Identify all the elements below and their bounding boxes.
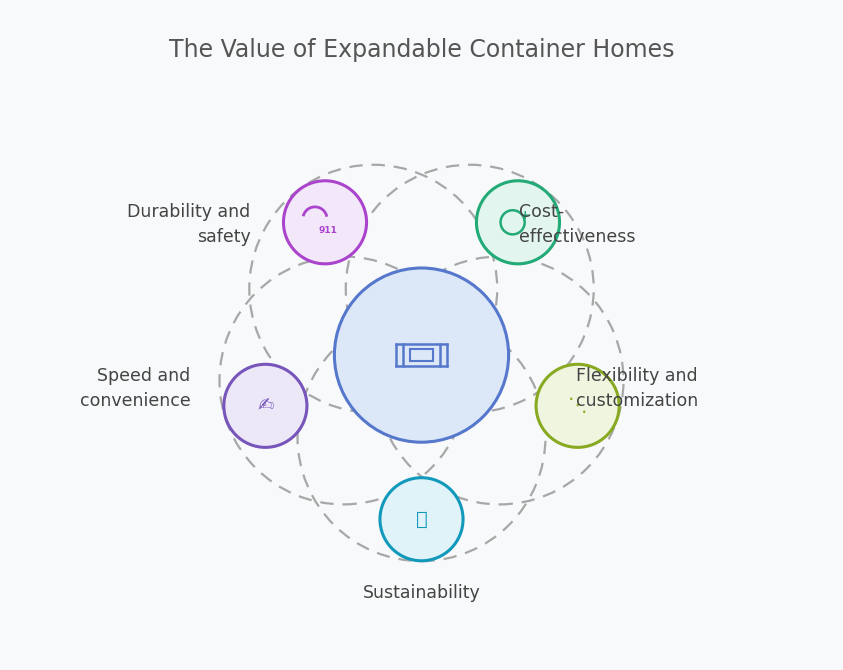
Circle shape bbox=[476, 181, 560, 264]
Circle shape bbox=[283, 181, 367, 264]
Text: Cost-
effectiveness: Cost- effectiveness bbox=[518, 203, 635, 246]
Circle shape bbox=[224, 364, 307, 448]
Circle shape bbox=[380, 478, 463, 561]
Text: +: + bbox=[519, 209, 530, 222]
Circle shape bbox=[335, 268, 508, 442]
Circle shape bbox=[536, 364, 619, 448]
Text: ✍: ✍ bbox=[257, 397, 274, 415]
Text: ⛪: ⛪ bbox=[416, 510, 427, 529]
Text: Flexibility and
customization: Flexibility and customization bbox=[576, 367, 698, 410]
Text: 911: 911 bbox=[319, 226, 338, 235]
Text: The Value of Expandable Container Homes: The Value of Expandable Container Homes bbox=[169, 38, 674, 62]
Text: Sustainability: Sustainability bbox=[362, 584, 481, 602]
Text: ⋱: ⋱ bbox=[568, 397, 588, 415]
Text: Durability and
safety: Durability and safety bbox=[127, 203, 250, 246]
Text: Speed and
convenience: Speed and convenience bbox=[79, 367, 191, 410]
